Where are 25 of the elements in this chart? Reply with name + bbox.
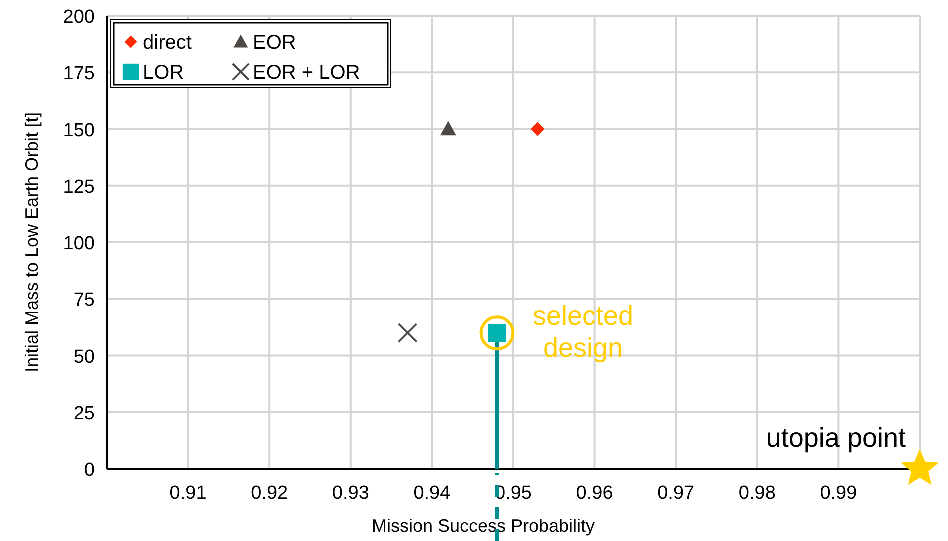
legend-label: LOR [143, 62, 184, 84]
y-tick-label: 150 [63, 120, 95, 142]
x-tick-label: 0.92 [251, 483, 288, 504]
x-tick-label: 0.98 [738, 483, 776, 504]
legend-label: EOR [253, 32, 296, 54]
annotation: utopia point [766, 423, 906, 453]
legend-label: direct [143, 32, 192, 54]
y-tick-label: 0 [84, 460, 95, 481]
y-tick-label: 25 [74, 403, 95, 424]
x-tick-label: 0.96 [576, 483, 614, 504]
y-tick-label: 100 [63, 234, 95, 254]
x-tick-label: 0.99 [820, 483, 858, 504]
y-tick-label: 75 [74, 290, 95, 312]
y-tick-label: 50 [74, 346, 95, 368]
x-tick-label: 0.97 [658, 483, 695, 504]
x-tick-label: 0.94 [414, 483, 452, 504]
legend-label: EOR + LOR [253, 62, 360, 84]
x-axis-title: Mission Success Probability [372, 516, 596, 536]
x-tick-label: 0.93 [332, 483, 370, 504]
annotation: selected design [532, 301, 634, 364]
y-tick-label: 125 [63, 176, 95, 198]
y-axis-title: Initial Mass to Low Earth Orbit [t] [22, 112, 42, 373]
x-tick-label: 0.91 [170, 483, 207, 504]
y-tick-label: 200 [63, 7, 95, 28]
y-tick-label: 175 [63, 64, 95, 85]
